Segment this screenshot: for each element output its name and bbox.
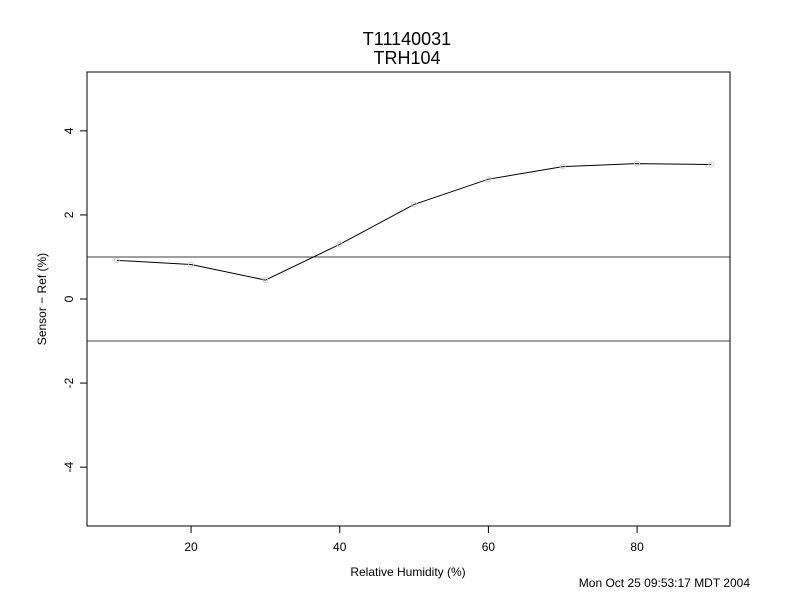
data-point [634, 160, 641, 167]
reference-lines [87, 256, 730, 342]
data-point [188, 261, 195, 268]
series-layer [113, 160, 715, 284]
x-tick-label: 60 [482, 540, 496, 554]
y-axis: -4 -2 0 2 4 [62, 127, 87, 472]
data-point [708, 161, 715, 168]
plot-frame [86, 71, 731, 527]
y-tick-label: 0 [62, 295, 76, 302]
x-tick-label: 20 [184, 540, 198, 554]
data-point [559, 163, 566, 170]
x-tick-label: 80 [630, 540, 644, 554]
y-tick-label: 4 [62, 127, 76, 134]
y-tick-label: -4 [62, 461, 76, 472]
data-point [336, 241, 343, 248]
y-tick-label: 2 [62, 211, 76, 218]
y-axis-label: Sensor − Ref (%) [35, 253, 49, 345]
data-point [113, 257, 120, 264]
chart-title: T11140031 [363, 29, 451, 49]
data-point [411, 201, 418, 208]
data-point [485, 176, 492, 183]
data-point [262, 277, 269, 284]
x-axis: 20 40 60 80 [184, 526, 644, 554]
chart-subtitle: TRH104 [373, 48, 440, 68]
timestamp: Mon Oct 25 09:53:17 MDT 2004 [579, 576, 751, 590]
series-line [116, 163, 712, 281]
x-tick-label: 40 [333, 540, 347, 554]
y-tick-label: -2 [62, 377, 76, 388]
x-axis-label: Relative Humidity (%) [350, 565, 465, 579]
